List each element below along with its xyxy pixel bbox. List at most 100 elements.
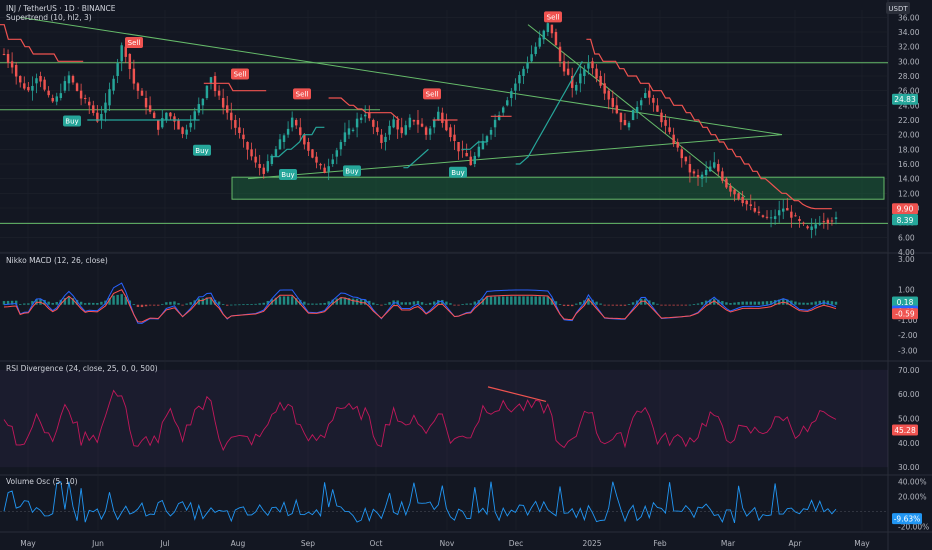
candle-body[interactable] bbox=[834, 217, 838, 219]
candle-body[interactable] bbox=[290, 117, 294, 128]
candle-body[interactable] bbox=[246, 142, 249, 150]
candle-body[interactable] bbox=[319, 164, 322, 166]
volume-osc-pane[interactable] bbox=[0, 481, 888, 524]
candle-body[interactable] bbox=[92, 105, 95, 113]
macd-line[interactable] bbox=[3, 282, 837, 324]
candle-body[interactable] bbox=[603, 83, 606, 94]
candle-body[interactable] bbox=[696, 175, 700, 178]
candle-body[interactable] bbox=[644, 93, 647, 98]
candle-body[interactable] bbox=[355, 118, 359, 128]
candle-body[interactable] bbox=[230, 112, 233, 121]
candle-body[interactable] bbox=[254, 156, 257, 163]
candle-body[interactable] bbox=[497, 115, 501, 120]
candle-body[interactable] bbox=[615, 105, 619, 114]
candle-body[interactable] bbox=[47, 90, 50, 96]
candle-body[interactable] bbox=[331, 159, 334, 164]
candle-body[interactable] bbox=[250, 149, 253, 157]
candle-body[interactable] bbox=[384, 136, 387, 142]
price-pane[interactable]: Buy Sell Buy Sell Buy Sell Buy Sell Buy Sell bbox=[0, 11, 888, 239]
candle-body[interactable] bbox=[400, 127, 403, 134]
candle-body[interactable] bbox=[570, 76, 574, 88]
ascending-trendline[interactable] bbox=[247, 134, 783, 180]
candle-body[interactable] bbox=[672, 134, 675, 144]
candle-body[interactable] bbox=[514, 83, 517, 91]
candle-body[interactable] bbox=[181, 127, 184, 134]
candle-body[interactable] bbox=[148, 105, 152, 112]
candle-body[interactable] bbox=[339, 142, 343, 150]
signal-buy-badge[interactable] bbox=[63, 115, 81, 127]
rsi-divergence-line[interactable] bbox=[487, 386, 547, 403]
volume-badge[interactable] bbox=[892, 513, 922, 525]
candle-body[interactable] bbox=[234, 120, 237, 128]
candle-body[interactable] bbox=[465, 153, 468, 157]
candle-body[interactable] bbox=[506, 100, 509, 106]
candle-body[interactable] bbox=[713, 162, 716, 168]
candle-body[interactable] bbox=[587, 63, 590, 69]
candle-body[interactable] bbox=[197, 104, 201, 113]
candle-body[interactable] bbox=[294, 120, 298, 126]
supertrend-line-down[interactable] bbox=[586, 38, 832, 210]
candle-body[interactable] bbox=[619, 112, 623, 123]
candle-body[interactable] bbox=[558, 46, 562, 62]
candle-body[interactable] bbox=[631, 109, 635, 120]
candle-body[interactable] bbox=[323, 167, 326, 173]
candle-body[interactable] bbox=[380, 134, 383, 143]
candle-body[interactable] bbox=[477, 146, 481, 157]
candle-body[interactable] bbox=[639, 100, 643, 106]
candle-body[interactable] bbox=[128, 54, 132, 70]
supertrend-line-down[interactable] bbox=[203, 82, 267, 92]
candle-body[interactable] bbox=[201, 98, 205, 106]
candle-body[interactable] bbox=[307, 142, 310, 151]
candle-body[interactable] bbox=[635, 106, 639, 113]
candle-body[interactable] bbox=[522, 68, 525, 76]
candle-body[interactable] bbox=[729, 186, 732, 192]
candle-body[interactable] bbox=[449, 127, 452, 138]
candle-body[interactable] bbox=[453, 134, 456, 141]
candle-body[interactable] bbox=[311, 149, 314, 158]
support-zone[interactable] bbox=[231, 176, 885, 200]
candle-body[interactable] bbox=[493, 119, 497, 128]
candle-body[interactable] bbox=[193, 111, 196, 120]
candle-body[interactable] bbox=[43, 79, 46, 90]
candle-body[interactable] bbox=[432, 119, 436, 128]
supertrend-line-up[interactable] bbox=[403, 148, 429, 169]
candle-body[interactable] bbox=[14, 65, 18, 77]
signal-buy-badge[interactable] bbox=[279, 169, 297, 180]
candle-body[interactable] bbox=[473, 155, 477, 164]
macd-badge[interactable] bbox=[892, 308, 918, 320]
time-axis[interactable]: May Jun Jul Aug Sep Oct Nov Dec 2025 Feb Mar Apr May bbox=[20, 539, 870, 548]
candle-body[interactable] bbox=[437, 111, 440, 120]
candle-body[interactable] bbox=[359, 117, 363, 120]
candle-body[interactable] bbox=[725, 178, 728, 188]
candle-body[interactable] bbox=[794, 215, 797, 217]
candle-body[interactable] bbox=[71, 76, 75, 83]
signal-sell-badge[interactable] bbox=[231, 68, 249, 80]
signal-buy-badge[interactable] bbox=[193, 144, 211, 156]
macd-pane[interactable] bbox=[2, 282, 838, 324]
candle-body[interactable] bbox=[274, 149, 278, 157]
candle-body[interactable] bbox=[745, 200, 748, 205]
candle-body[interactable] bbox=[721, 171, 724, 181]
candle-body[interactable] bbox=[19, 76, 22, 83]
candle-body[interactable] bbox=[424, 127, 428, 135]
candle-body[interactable] bbox=[270, 155, 274, 164]
candle-body[interactable] bbox=[266, 161, 270, 172]
candle-body[interactable] bbox=[420, 123, 424, 127]
candle-body[interactable] bbox=[708, 166, 712, 172]
candle-body[interactable] bbox=[607, 90, 610, 100]
candle-body[interactable] bbox=[741, 197, 744, 204]
candle-body[interactable] bbox=[140, 90, 144, 96]
candle-body[interactable] bbox=[205, 85, 209, 98]
candle-body[interactable] bbox=[753, 208, 757, 212]
candle-body[interactable] bbox=[757, 211, 761, 213]
candle-body[interactable] bbox=[786, 208, 789, 211]
candle-body[interactable] bbox=[67, 75, 71, 84]
candle-body[interactable] bbox=[611, 98, 614, 107]
candle-body[interactable] bbox=[396, 120, 399, 130]
candle-body[interactable] bbox=[59, 93, 63, 98]
candle-body[interactable] bbox=[6, 54, 10, 63]
price-axes[interactable]: 36.00 34.00 32.00 30.00 28.00 26.00 24.00 22.00… bbox=[892, 13, 929, 531]
candle-body[interactable] bbox=[546, 23, 550, 32]
supertrend-line-up[interactable] bbox=[515, 61, 583, 165]
candle-body[interactable] bbox=[668, 127, 671, 132]
